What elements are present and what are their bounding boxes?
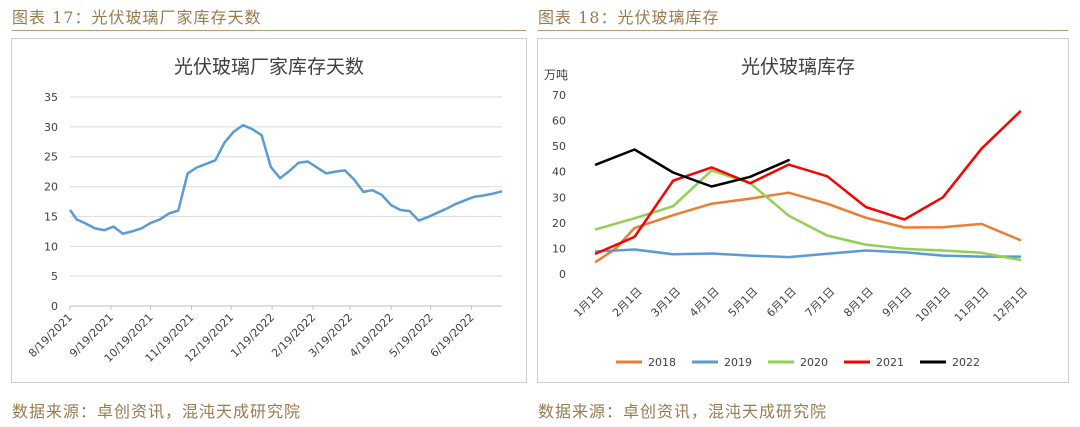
left-y-tick-label: 15: [44, 210, 58, 223]
right-x-tick-label: 4月1日: [687, 285, 722, 320]
right-x-tick-label: 1月1日: [571, 285, 606, 320]
right-y-tick-label: 10: [552, 242, 566, 255]
left-chart-panel: 光伏玻璃厂家库存天数 0 5 10 15 20 25 30 35 8/19/2021 9/19/…: [11, 38, 527, 383]
right-x-tick-label: 8月1日: [841, 285, 876, 320]
right-y-tick-label: 20: [552, 217, 566, 230]
left-y-tick-label: 5: [51, 270, 58, 283]
left-caption-rule: [12, 30, 526, 31]
left-figure-caption: 图表 17：光伏玻璃厂家库存天数: [12, 8, 262, 27]
right-y-tick-label: 50: [552, 140, 566, 153]
left-y-tick-label: 10: [44, 240, 58, 253]
left-y-tick-label: 20: [44, 181, 58, 194]
right-x-tick-label: 9月1日: [880, 285, 915, 320]
right-chart-title: 光伏玻璃库存: [741, 56, 855, 78]
left-x-tick-label: 6/19/2022: [428, 311, 477, 360]
legend-label-2018: 2018: [648, 356, 676, 369]
right-series-line-2018: [594, 191, 1022, 263]
right-x-tick-label: 5月1日: [726, 285, 761, 320]
right-figure-caption: 图表 18：光伏玻璃库存: [538, 8, 720, 27]
right-y-tick-label: 30: [552, 191, 566, 204]
right-x-tick-label: 3月1日: [649, 285, 684, 320]
left-chart-title: 光伏玻璃厂家库存天数: [174, 56, 364, 78]
glass-inventory-chart: 光伏玻璃库存 万吨 0 10 20 30 40 50 60 70 1月1日 2月1日 3月1日 4月…: [544, 56, 1031, 369]
legend-label-2020: 2020: [800, 356, 828, 369]
right-x-tick-label: 12月1日: [991, 285, 1031, 325]
right-series-line-2020: [594, 169, 1022, 262]
right-caption-rule: [538, 30, 1068, 31]
left-y-tick-label: 35: [44, 91, 58, 104]
right-y-tick-label: 60: [552, 115, 566, 128]
left-y-tick-label: 30: [44, 121, 58, 134]
legend-label-2019: 2019: [724, 356, 752, 369]
left-y-tick-label: 0: [51, 300, 58, 313]
right-chart-panel: 光伏玻璃库存 万吨 0 10 20 30 40 50 60 70 1月1日 2月1日 3月1日 4月…: [537, 38, 1069, 383]
right-series-line-2022: [594, 148, 790, 188]
right-y-tick-label: 70: [552, 89, 566, 102]
right-series-line-2021: [594, 110, 1022, 255]
right-x-tick-label: 6月1日: [764, 285, 799, 320]
right-series-line-2019: [594, 248, 1022, 259]
right-x-tick-label: 11月1日: [952, 285, 992, 325]
right-source-note: 数据来源：卓创资讯，混沌天成研究院: [538, 402, 828, 421]
right-x-tick-label: 2月1日: [610, 285, 645, 320]
legend-label-2022: 2022: [952, 356, 980, 369]
legend-label-2021: 2021: [876, 356, 904, 369]
right-y-tick-label: 40: [552, 166, 566, 179]
right-y-unit-label: 万吨: [544, 68, 568, 82]
left-source-note: 数据来源：卓创资讯，混沌天成研究院: [12, 402, 302, 421]
right-x-tick-label: 10月1日: [913, 285, 953, 325]
left-series-line: [68, 123, 503, 235]
left-y-tick-label: 25: [44, 151, 58, 164]
right-x-tick-label: 7月1日: [803, 285, 838, 320]
right-y-tick-label: 0: [559, 268, 566, 281]
